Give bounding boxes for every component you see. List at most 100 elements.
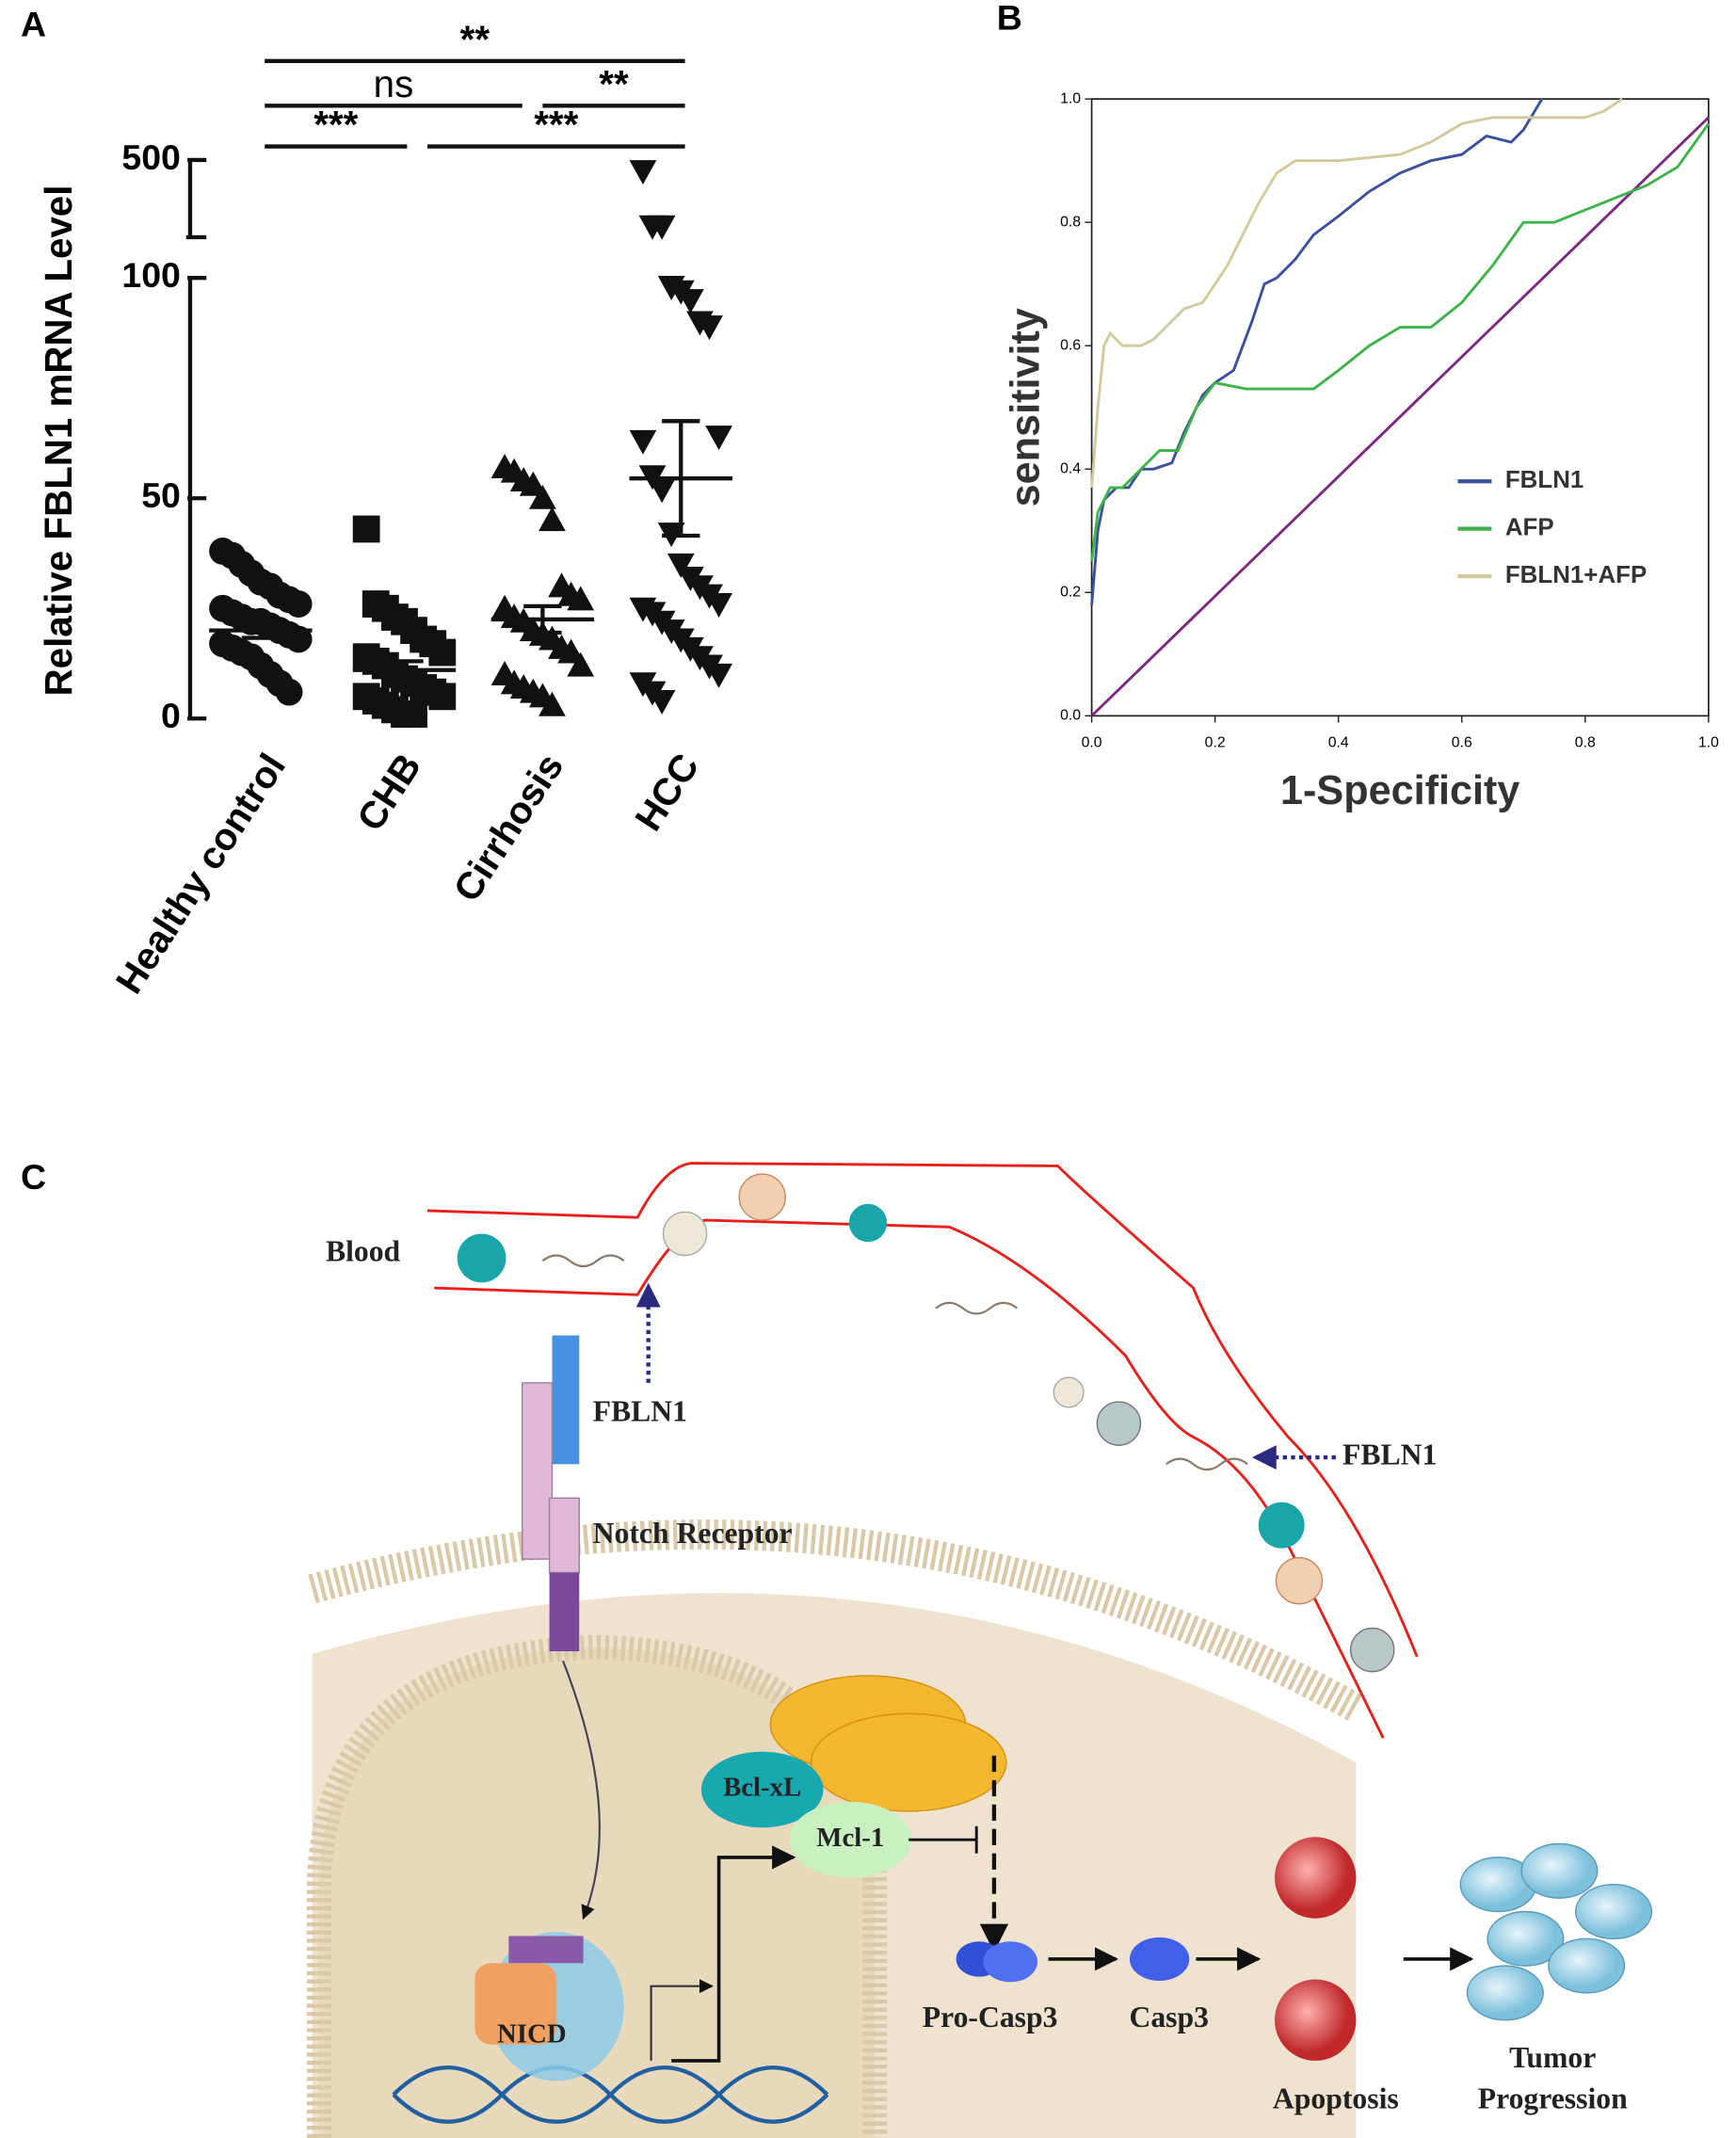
point [667,553,695,578]
y-tick-label: 0.8 [1060,214,1081,230]
casp3 [1129,1937,1190,1981]
label: Casp3 [1129,2001,1208,2034]
dna [392,2066,829,2124]
legend-label: FBLN1 [1505,467,1583,493]
blood-cell [457,1233,506,1283]
label: Mcl-1 [816,1823,884,1853]
error-bar [523,603,562,635]
mcl-1 [789,1801,912,1878]
x-axis-label: 1-Specificity [1280,768,1519,813]
x-tick-label: 0.2 [1205,734,1226,750]
x-tick-label: 0.6 [1452,734,1472,750]
x-tick-label: Cirrhosis [444,746,571,908]
x-tick-label: 0.0 [1082,734,1102,750]
y-tick-label: 100 [121,255,180,295]
arrow [561,1660,601,1921]
point [705,663,732,688]
notch-receptor [548,1497,580,1574]
blood-cell [848,1203,888,1243]
significance-label: ns [374,62,414,105]
point [428,638,457,667]
panel-label: B [997,0,1022,37]
notch-receptor [549,1572,580,1652]
panel-label: C [21,1157,46,1197]
x-tick-label: Healthy control [107,746,294,1001]
fbln1-ligand [552,1335,580,1465]
point [400,700,427,728]
label: FBLN1 [593,1394,687,1427]
y-tick-label: 0.0 [1060,708,1081,724]
blood-cell [1275,1556,1324,1605]
label: Apoptosis [1273,2082,1399,2114]
diagram: Blood FBLN1 FBLN1 Notch Receptor Bcl-xL … [306,1162,1653,2138]
blood-cell [1053,1376,1085,1408]
error-bar [241,620,281,640]
y-tick-label: 1.0 [1060,90,1081,106]
point [648,478,676,504]
y-tick-label: 50 [141,475,181,515]
legend-label: AFP [1505,514,1554,540]
pro-casp3 [983,1941,1038,1983]
point [705,426,732,451]
label: Progression [1478,2082,1628,2114]
point [528,484,556,509]
arrow [671,1845,796,2063]
notch-receptor [522,1382,554,1560]
vessel-wall [426,1162,1419,1658]
plot-frame [1090,98,1710,717]
point [629,429,657,455]
point [567,651,595,677]
mitochondrion [810,1712,1007,1812]
label: FBLN1 [1342,1438,1437,1471]
point [284,590,313,618]
point [629,160,657,185]
y-tick-label: 500 [121,137,180,177]
blood-cell [1258,1502,1305,1549]
x-tick-label: 1.0 [1698,734,1719,750]
label: Pro-Casp3 [923,2001,1058,2034]
nicd [474,1963,556,2045]
apoptotic-cell [1275,1979,1357,2061]
panel-label: A [21,5,46,44]
point [705,593,732,618]
point [538,691,566,716]
label: Notch Receptor [593,1517,793,1550]
point [648,689,676,715]
tumor-cells [1459,1842,1653,2021]
x-tick-label: HCC [626,746,707,838]
y-tick-label: 0 [161,696,181,735]
series-line [1090,97,1623,489]
significance-label: *** [534,103,578,146]
point [538,506,566,532]
significance-label: ** [460,17,490,60]
point [428,683,457,711]
y-tick-label: 0.2 [1060,585,1081,601]
y-tick-label: 0.6 [1060,337,1081,353]
legend-label: FBLN1+AFP [1505,562,1647,588]
point [648,215,676,240]
point [275,678,303,706]
inhibition [908,1825,978,1854]
point [567,586,595,611]
series-line [1090,98,1544,605]
reference-line [1090,116,1710,717]
x-tick-label: 0.4 [1328,734,1349,750]
bcl-xl [700,1751,824,1828]
blood-cell [1349,1627,1395,1673]
blood-cell [662,1211,708,1257]
label: Blood [326,1234,401,1267]
label: Bcl-xL [723,1773,801,1803]
error-bar [662,419,700,539]
apoptotic-cell [1275,1837,1357,1919]
significance-label: ** [599,62,629,105]
error-bar [385,659,424,682]
point [352,515,380,543]
label: Tumor [1509,2041,1596,2074]
nicd [508,1936,584,1964]
point [676,289,704,314]
y-axis-label: Relative FBLN1 mRNA Level [37,185,80,697]
y-tick-label: 0.4 [1060,460,1081,476]
significance-label: *** [313,103,358,146]
y-axis-label: sensitivity [1003,308,1048,506]
